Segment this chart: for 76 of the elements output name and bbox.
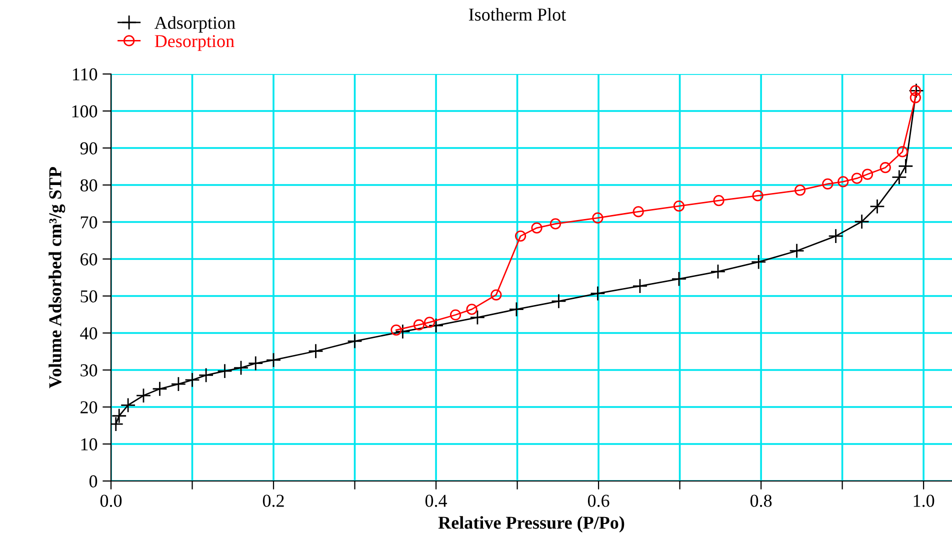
point: [838, 176, 849, 188]
point: [870, 198, 885, 214]
point: [198, 368, 214, 383]
y-axis-title: Volume Adsorbed cm³/g STP: [48, 167, 66, 388]
point: [880, 162, 891, 174]
y-tick-label: 30: [80, 364, 98, 376]
y-tick-label: 50: [80, 290, 98, 302]
y-tick-label: 90: [80, 142, 98, 154]
point: [170, 376, 186, 392]
point: [248, 356, 264, 371]
y-tick-label: 70: [80, 216, 98, 228]
point: [898, 158, 914, 174]
point: [673, 200, 685, 212]
x-axis-title: Relative Pressure (P/Po): [438, 516, 624, 532]
x-tick-label: 0.2: [262, 494, 284, 507]
x-tick-label: 0.8: [750, 494, 772, 507]
point: [390, 324, 402, 336]
point: [671, 271, 687, 287]
point: [111, 408, 127, 424]
point: [862, 168, 874, 180]
point: [854, 214, 870, 230]
x-tick-label: 1.0: [914, 494, 934, 507]
point: [892, 170, 907, 185]
y-tick-label: 110: [72, 68, 98, 80]
point: [120, 398, 136, 413]
point: [470, 310, 486, 326]
point: [450, 309, 462, 320]
point: [233, 360, 249, 376]
point: [550, 218, 562, 230]
point: [266, 352, 282, 368]
point: [710, 264, 726, 280]
point: [752, 190, 764, 202]
point: [308, 343, 324, 359]
y-tick-label: 80: [80, 179, 98, 192]
point: [428, 318, 444, 334]
point: [152, 381, 168, 397]
y-tick-label: 40: [80, 327, 98, 340]
point: [851, 172, 862, 184]
point: [908, 83, 924, 98]
point: [750, 254, 766, 270]
x-tick-label: 0.6: [588, 494, 610, 507]
point: [632, 278, 648, 294]
point: [789, 243, 804, 258]
point: [910, 85, 921, 96]
point: [217, 363, 232, 379]
y-tick-label: 10: [81, 438, 98, 450]
y-tick-label: 0: [89, 475, 98, 488]
point: [896, 146, 908, 158]
point: [590, 286, 606, 302]
point: [910, 92, 921, 104]
point: [531, 222, 542, 234]
point: [828, 228, 844, 244]
y-tick-label: 100: [72, 105, 98, 118]
point: [508, 302, 524, 317]
x-tick-label: 0.0: [100, 494, 122, 507]
legend-label: Desorption: [154, 35, 234, 51]
point: [592, 212, 604, 224]
point: [395, 324, 410, 340]
point: [514, 230, 526, 242]
point: [794, 184, 806, 196]
point: [413, 319, 425, 330]
point: [713, 194, 724, 206]
point: [136, 388, 152, 404]
point: [822, 178, 834, 190]
point: [347, 334, 362, 349]
y-tick-label: 60: [80, 253, 98, 266]
point: [466, 304, 478, 315]
point: [184, 372, 200, 388]
y-tick-label: 20: [80, 401, 98, 414]
point: [424, 316, 436, 328]
point: [490, 289, 502, 300]
point: [632, 206, 644, 218]
legend-label: Adsorption: [154, 16, 236, 33]
point: [551, 294, 566, 309]
x-tick-label: 0.4: [425, 494, 448, 507]
chart-title: Isotherm Plot: [468, 8, 566, 21]
